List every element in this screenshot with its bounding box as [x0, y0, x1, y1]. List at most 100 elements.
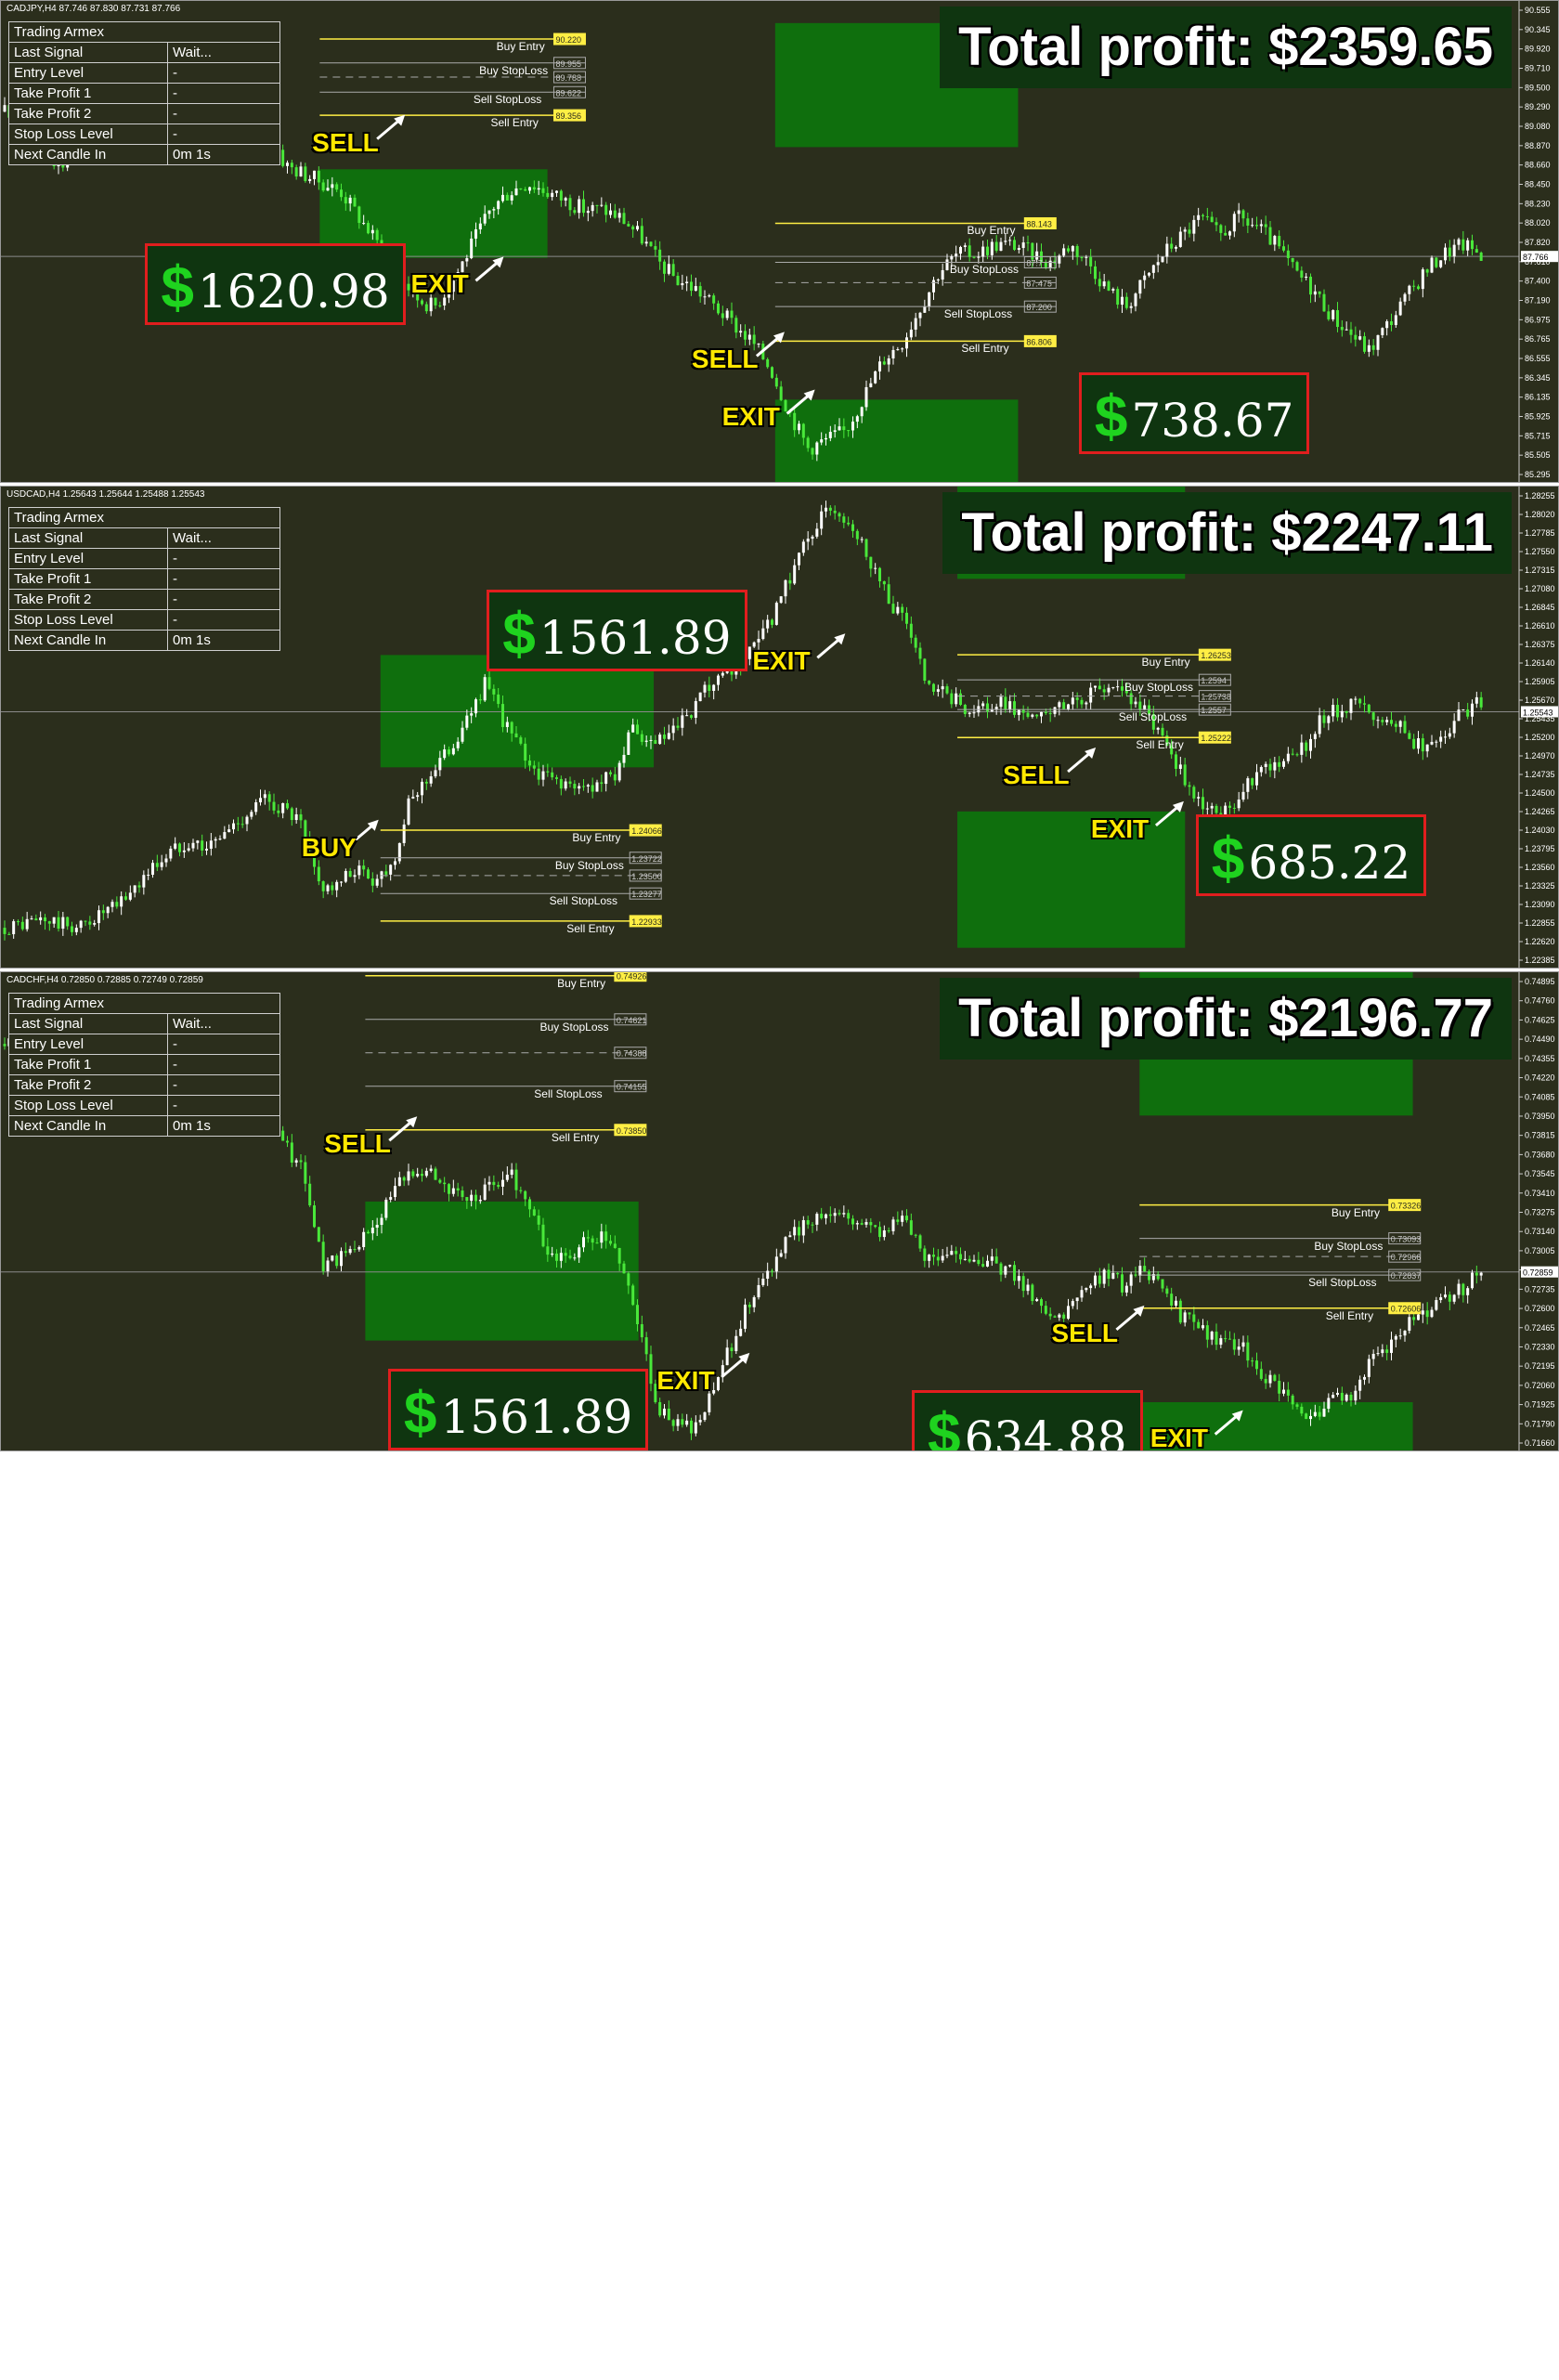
candle-body [281, 1130, 285, 1141]
level-price: 90.220 [555, 35, 581, 45]
candle-body [290, 1142, 293, 1163]
candle-body [1371, 345, 1375, 350]
candle-body [353, 197, 357, 207]
level-price: 1.23277 [631, 890, 662, 899]
candle-body [1058, 702, 1061, 708]
candle-body [1111, 687, 1115, 689]
candle-body [1175, 1300, 1177, 1306]
candle-body [1215, 222, 1218, 226]
candle-body [505, 1175, 509, 1180]
candle-body [613, 1243, 617, 1248]
candle-body [609, 210, 612, 215]
candle-body [514, 188, 518, 196]
candle-body [1444, 736, 1447, 738]
candle-body [1305, 1413, 1308, 1420]
candle-body [470, 1194, 474, 1202]
candle-body [380, 1217, 383, 1226]
price-axis [1519, 1, 1558, 482]
candle-body [1116, 1272, 1120, 1275]
candle-body [1282, 246, 1285, 251]
tick-label: 1.28020 [1525, 510, 1555, 519]
level-label: Buy Entry [572, 831, 621, 845]
candle-body [1417, 738, 1420, 749]
candle-body [1053, 707, 1057, 714]
info-title: Trading Armex [8, 993, 280, 1014]
candle-body [936, 1256, 940, 1261]
trade-profit-box: $685.22 [1195, 814, 1427, 897]
candle-body [1430, 1309, 1434, 1318]
candle-body [1417, 286, 1420, 290]
candle-body [613, 210, 617, 218]
candle-body [66, 163, 70, 168]
candle-body [429, 776, 433, 784]
tick-label: 0.72330 [1525, 1342, 1555, 1351]
candle-body [559, 1253, 563, 1261]
tick-label: 89.500 [1525, 83, 1551, 92]
candle-body [779, 596, 783, 604]
tick-label: 1.27785 [1525, 528, 1555, 538]
candle-body [811, 1224, 814, 1226]
candle-body [1313, 734, 1317, 739]
candle-body [1471, 240, 1474, 250]
tick-label: 85.715 [1525, 431, 1551, 440]
candle-body [1148, 272, 1150, 276]
candle-body [487, 677, 491, 689]
info-panel: Trading Armex Last Signal Wait... Entry L… [8, 507, 280, 651]
candle-body [690, 281, 693, 292]
candle-body [1062, 1314, 1066, 1320]
candle-body [1439, 736, 1443, 742]
candle-body [1224, 805, 1228, 823]
candle-body [586, 211, 590, 214]
dollar-icon: $ [928, 1399, 961, 1451]
candle-body [1048, 1313, 1052, 1317]
candle-body [1071, 697, 1074, 705]
candle-body [1215, 1332, 1218, 1346]
candle-body [451, 280, 455, 293]
tick-label: 86.555 [1525, 354, 1551, 363]
profit-zone [380, 655, 655, 768]
total-profit-banner: Total profit: $2196.77 [940, 978, 1512, 1060]
candle-body [438, 1179, 442, 1183]
candle-body [869, 383, 873, 387]
info-key: Take Profit 1 [8, 568, 168, 590]
candle-body [1349, 698, 1353, 713]
tick-label: 1.22620 [1525, 937, 1555, 946]
candle-body [1116, 686, 1120, 688]
candle-body [1363, 336, 1366, 352]
candle-body [627, 224, 630, 227]
candle-body [994, 707, 998, 709]
candle-body [1040, 1299, 1043, 1307]
candle-body [788, 579, 792, 584]
candle-body [137, 885, 141, 888]
candle-body [461, 1190, 464, 1198]
candle-body [564, 781, 567, 789]
candle-body [1102, 1269, 1106, 1284]
candle-body [1031, 242, 1034, 260]
trade-profit-value: 1561.89 [539, 611, 732, 666]
candle-body [272, 801, 276, 811]
candle-body [254, 802, 258, 813]
candle-body [461, 727, 464, 742]
level-price-tag [1023, 255, 1057, 268]
tick-label: 0.72060 [1525, 1381, 1555, 1390]
candle-body [1358, 336, 1362, 340]
candle-body [1017, 248, 1020, 251]
trade-profit-box: $1561.89 [387, 1368, 649, 1450]
candle-body [1295, 262, 1299, 271]
candle-body [1305, 742, 1308, 751]
candle-body [936, 689, 940, 692]
tick-label: 87.400 [1525, 277, 1551, 286]
candle-body [1138, 1266, 1142, 1276]
candle-body [1282, 761, 1285, 767]
candle-body [847, 1213, 851, 1219]
candle-body [191, 842, 195, 849]
candle-body [1259, 224, 1263, 227]
info-key: Stop Loss Level [8, 124, 168, 145]
candle-body [66, 917, 70, 927]
signal-label-buy: BUY [301, 832, 357, 862]
tick-label: 0.74085 [1525, 1092, 1555, 1101]
candle-body [654, 1384, 657, 1402]
candle-body [573, 210, 577, 214]
candle-body [1192, 219, 1196, 234]
candle-body [277, 810, 280, 813]
